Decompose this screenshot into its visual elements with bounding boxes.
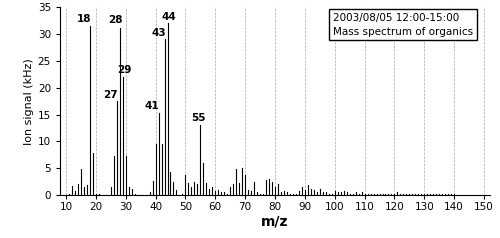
Y-axis label: Ion signal (kHz): Ion signal (kHz) <box>24 58 34 144</box>
Text: 43: 43 <box>151 28 166 38</box>
Text: 55: 55 <box>192 113 206 123</box>
Text: 27: 27 <box>103 89 118 99</box>
Text: 44: 44 <box>162 12 176 22</box>
Text: 2003/08/05 12:00-15:00
Mass spectrum of organics: 2003/08/05 12:00-15:00 Mass spectrum of … <box>333 13 473 37</box>
Text: 28: 28 <box>108 15 122 25</box>
Text: 29: 29 <box>118 65 132 75</box>
Text: 41: 41 <box>144 101 160 111</box>
X-axis label: m/z: m/z <box>261 215 289 229</box>
Text: 18: 18 <box>77 14 92 24</box>
